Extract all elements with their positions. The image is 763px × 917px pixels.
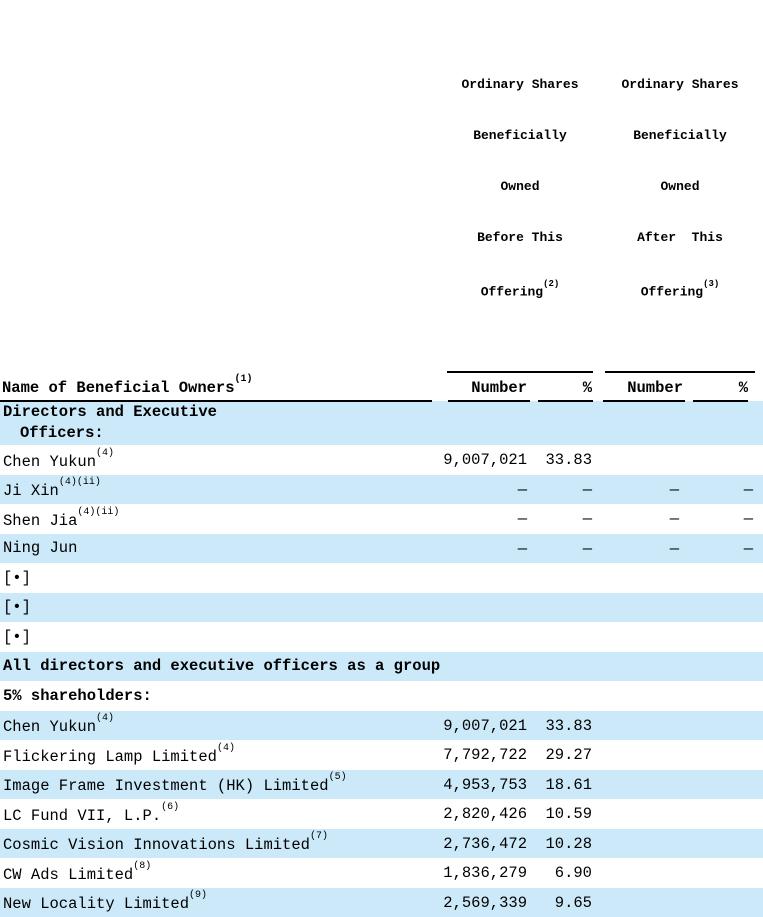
header-name-spacer <box>0 8 434 373</box>
beneficial-owner-name: 5% shareholders: <box>3 686 152 705</box>
footnote-ref: (7) <box>309 831 328 842</box>
cell-percent-before: 29.27 <box>545 746 592 765</box>
table-row: 5% shareholders: <box>0 681 763 711</box>
group-after-line: Beneficially <box>633 128 727 143</box>
cell-number-before: — <box>517 539 527 558</box>
beneficial-owner-name: Ning Jun <box>3 539 78 558</box>
table-row: Shen Jia(4)(ii) — — — — <box>0 504 763 534</box>
beneficial-owner-name-line2: Officers: <box>20 424 104 443</box>
cell-number-before: 7,792,722 <box>443 746 527 765</box>
cell-number-after: — <box>669 539 679 558</box>
table-row: New Locality Limited(9) 2,569,339 9.65 <box>0 887 763 917</box>
beneficial-owner-name: [•] <box>3 627 31 646</box>
cell-number-before: 9,007,021 <box>443 451 527 470</box>
footnote-ref: (5) <box>328 772 347 783</box>
group-before-line: Owned <box>500 179 540 194</box>
beneficial-owner-name: Image Frame Investment (HK) Limited(5) <box>3 772 347 796</box>
column-header-name: Name of Beneficial Owners(1) <box>0 373 432 403</box>
table-row: [•] <box>0 563 763 593</box>
footnote-ref-1: (1) <box>234 374 253 386</box>
column-header-percent-before: % <box>538 376 593 403</box>
footnote-ref: (4) <box>96 447 115 459</box>
beneficial-owner-name: [•] <box>3 568 31 587</box>
cell-number-before: 4,953,753 <box>443 775 527 794</box>
cell-number-before: — <box>517 480 527 499</box>
table-row: CW Ads Limited(8) 1,836,279 6.90 <box>0 858 763 888</box>
cell-number-before: 2,820,426 <box>443 805 527 824</box>
cell-number-after: — <box>669 480 679 499</box>
table-header-groups: Ordinary Shares Beneficially Owned Befor… <box>0 0 763 374</box>
table-row: Ning Jun — — — — <box>0 533 763 564</box>
column-header-percent-after: % <box>693 376 748 403</box>
cell-percent-before: 9.65 <box>554 893 592 912</box>
cell-number-after: — <box>669 510 679 529</box>
beneficial-owner-name: Flickering Lamp Limited(4) <box>3 742 235 766</box>
beneficial-owner-name: CW Ads Limited(8) <box>3 860 152 884</box>
beneficial-owner-name: Chen Yukun(4) <box>3 713 115 737</box>
cell-percent-before: 10.28 <box>545 834 592 853</box>
table-row: Flickering Lamp Limited(4) 7,792,722 29.… <box>0 740 763 770</box>
group-after-line: Ordinary Shares <box>621 77 739 92</box>
column-header-number-after: Number <box>603 376 685 403</box>
beneficial-owner-name: LC Fund VII, L.P.(6) <box>3 801 180 825</box>
table-row: Ji Xin(4)(ii) — — — — <box>0 474 763 505</box>
cell-number-before: 2,736,472 <box>443 834 527 853</box>
cell-number-before: 9,007,021 <box>443 716 527 735</box>
table-row: Chen Yukun(4) 9,007,021 33.83 <box>0 445 763 475</box>
cell-percent-before: — <box>582 480 592 499</box>
group-before-line: Before This <box>477 230 563 245</box>
group-before-offering-line: Offering(2) <box>480 279 560 300</box>
footnote-ref: (8) <box>133 860 152 872</box>
cell-percent-after: — <box>743 510 753 529</box>
table-row: Chen Yukun(4) 9,007,021 33.83 <box>0 710 763 741</box>
group-after-line: Owned <box>660 179 700 194</box>
cell-percent-after: — <box>743 539 753 558</box>
beneficial-owner-name: Ji Xin(4)(ii) <box>3 477 101 501</box>
table-row: Image Frame Investment (HK) Limited(5) 4… <box>0 769 763 800</box>
cell-percent-before: — <box>582 539 592 558</box>
cell-percent-before: — <box>582 510 592 529</box>
cell-percent-before: 33.83 <box>545 451 592 470</box>
footnote-ref: (4) <box>96 713 115 724</box>
beneficial-owner-name: All directors and executive officers as … <box>3 657 441 676</box>
table-row: LC Fund VII, L.P.(6) 2,820,426 10.59 <box>0 799 763 829</box>
group-after-line: After This <box>637 230 723 245</box>
footnote-ref: (4)(ii) <box>58 477 101 488</box>
footnote-ref: (4)(ii) <box>77 506 120 518</box>
table-row: Cosmic Vision Innovations Limited(7) 2,7… <box>0 828 763 859</box>
cell-number-before: 2,569,339 <box>443 893 527 912</box>
cell-percent-before: 18.61 <box>545 775 592 794</box>
table-row: All directors and executive officers as … <box>0 651 763 682</box>
group-after-offering-line: Offering(3) <box>640 279 720 300</box>
beneficial-owner-name: Cosmic Vision Innovations Limited(7) <box>3 831 328 855</box>
table-header-columns: Name of Beneficial Owners(1) Number % Nu… <box>0 373 763 403</box>
group-before-line: Beneficially <box>473 128 567 143</box>
table-body: Directors and Executive Officers: Chen Yu… <box>0 401 763 917</box>
beneficial-owner-name: New Locality Limited(9) <box>3 890 208 914</box>
cell-number-before: 1,836,279 <box>443 864 527 883</box>
beneficial-owner-name: [•] <box>3 598 31 617</box>
footnote-ref: (9) <box>189 890 208 901</box>
cell-number-before: — <box>517 510 527 529</box>
cell-percent-after: — <box>743 480 753 499</box>
cell-percent-before: 33.83 <box>545 716 592 735</box>
header-group-before-offering: Ordinary Shares Beneficially Owned Befor… <box>447 8 593 374</box>
beneficial-owner-name: Shen Jia(4)(ii) <box>3 506 120 530</box>
footnote-ref: (4) <box>216 742 235 754</box>
header-group-after-offering: Ordinary Shares Beneficially Owned After… <box>605 8 755 374</box>
footnote-ref-2: (2) <box>543 279 560 289</box>
group-before-line: Ordinary Shares <box>461 77 579 92</box>
cell-percent-before: 6.90 <box>554 864 592 883</box>
table-row: Directors and Executive Officers: <box>0 401 763 446</box>
column-header-number-before: Number <box>448 376 530 403</box>
beneficial-owner-name: Directors and Executive Officers: <box>0 402 434 444</box>
table-row: [•] <box>0 622 763 652</box>
footnote-ref-3: (3) <box>703 279 720 289</box>
table-row: [•] <box>0 592 763 623</box>
footnote-ref: (6) <box>161 801 180 813</box>
cell-percent-before: 10.59 <box>545 805 592 824</box>
beneficial-owner-name: Chen Yukun(4) <box>3 447 115 471</box>
